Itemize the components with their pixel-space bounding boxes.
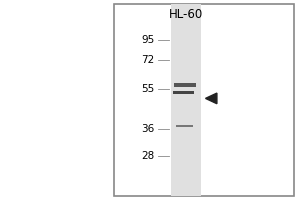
Bar: [171, 4, 201, 196]
Text: 72: 72: [141, 55, 154, 65]
Bar: [173, 91, 194, 94]
Text: 28: 28: [141, 151, 154, 161]
Polygon shape: [206, 93, 217, 104]
Bar: [174, 83, 196, 87]
Bar: [114, 4, 294, 196]
Text: HL-60: HL-60: [169, 7, 203, 21]
Text: 55: 55: [141, 84, 154, 94]
Text: 36: 36: [141, 124, 154, 134]
Bar: [176, 125, 193, 127]
Text: 95: 95: [141, 35, 154, 45]
